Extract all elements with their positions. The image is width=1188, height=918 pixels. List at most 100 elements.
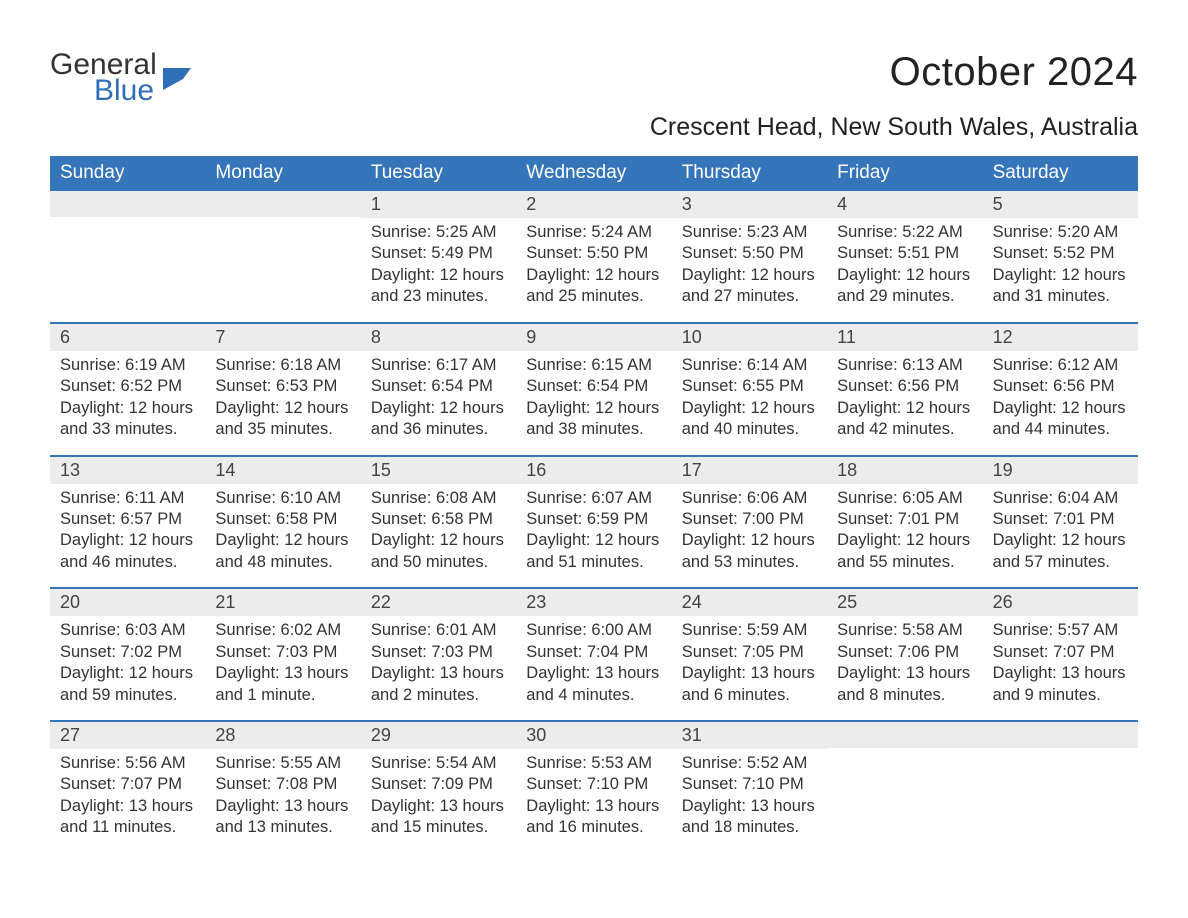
calendar-day: 2Sunrise: 5:24 AMSunset: 5:50 PMDaylight… (516, 191, 671, 322)
calendar-day: 7Sunrise: 6:18 AMSunset: 6:53 PMDaylight… (205, 324, 360, 455)
sunset-line: Sunset: 7:10 PM (682, 774, 817, 795)
calendar-day: 12Sunrise: 6:12 AMSunset: 6:56 PMDayligh… (983, 324, 1138, 455)
day-number: 9 (516, 324, 671, 351)
sunset-line: Sunset: 6:57 PM (60, 509, 195, 530)
calendar-day: 5Sunrise: 5:20 AMSunset: 5:52 PMDaylight… (983, 191, 1138, 322)
calendar-week: 6Sunrise: 6:19 AMSunset: 6:52 PMDaylight… (50, 322, 1138, 455)
sunset-line: Sunset: 6:54 PM (526, 376, 661, 397)
day-body: Sunrise: 6:08 AMSunset: 6:58 PMDaylight:… (361, 484, 516, 574)
sunrise-line: Sunrise: 6:01 AM (371, 620, 506, 641)
sunset-line: Sunset: 7:05 PM (682, 642, 817, 663)
sunrise-line: Sunrise: 5:55 AM (215, 753, 350, 774)
sunrise-line: Sunrise: 6:11 AM (60, 488, 195, 509)
day-number: 25 (827, 589, 982, 616)
sunset-line: Sunset: 7:09 PM (371, 774, 506, 795)
calendar-day: 13Sunrise: 6:11 AMSunset: 6:57 PMDayligh… (50, 457, 205, 588)
day-body: Sunrise: 6:18 AMSunset: 6:53 PMDaylight:… (205, 351, 360, 441)
dow-cell: Wednesday (516, 156, 671, 191)
calendar-day: 24Sunrise: 5:59 AMSunset: 7:05 PMDayligh… (672, 589, 827, 720)
empty-day-number (983, 722, 1138, 748)
sunset-line: Sunset: 6:59 PM (526, 509, 661, 530)
day-body: Sunrise: 5:58 AMSunset: 7:06 PMDaylight:… (827, 616, 982, 706)
sunrise-line: Sunrise: 5:58 AM (837, 620, 972, 641)
calendar-day (50, 191, 205, 322)
day-body: Sunrise: 5:25 AMSunset: 5:49 PMDaylight:… (361, 218, 516, 308)
daylight-line: Daylight: 13 hours and 4 minutes. (526, 663, 661, 706)
day-number: 18 (827, 457, 982, 484)
daylight-line: Daylight: 13 hours and 2 minutes. (371, 663, 506, 706)
calendar-week: 13 Sunrise: 6:11 AMSunset: 6:57 PM Dayligh… (50, 455, 1138, 588)
calendar-day: 3Sunrise: 5:23 AMSunset: 5:50 PMDaylight… (672, 191, 827, 322)
day-body: Sunrise: 6:10 AMSunset: 6:58 PMDaylight:… (205, 484, 360, 574)
day-body: Sunrise: 6:15 AMSunset: 6:54 PMDaylight:… (516, 351, 671, 441)
calendar-day: 9Sunrise: 6:15 AMSunset: 6:54 PMDaylight… (516, 324, 671, 455)
day-number: 8 (361, 324, 516, 351)
sunset-line: Sunset: 5:52 PM (993, 243, 1128, 264)
day-body: Sunrise: 5:22 AMSunset: 5:51 PMDaylight:… (827, 218, 982, 308)
daylight-line: Daylight: 12 hours and 53 minutes. (682, 530, 817, 573)
sunrise-line: Sunrise: 5:24 AM (526, 222, 661, 243)
sunrise-line: Sunrise: 6:08 AM (371, 488, 506, 509)
day-number: 28 (205, 722, 360, 749)
sunrise-line: Sunrise: 6:17 AM (371, 355, 506, 376)
daylight-line: Daylight: 13 hours and 16 minutes. (526, 796, 661, 839)
sunset-line: Sunset: 7:06 PM (837, 642, 972, 663)
day-number: 12 (983, 324, 1138, 351)
sunset-line: Sunset: 6:56 PM (993, 376, 1128, 397)
daylight-line: Daylight: 13 hours and 18 minutes. (682, 796, 817, 839)
day-body: Sunrise: 6:06 AMSunset: 7:00 PMDaylight:… (672, 484, 827, 574)
daylight-line: Daylight: 12 hours and 51 minutes. (526, 530, 661, 573)
daylight-line: Daylight: 12 hours and 55 minutes. (837, 530, 972, 573)
logo-flag-icon (163, 68, 191, 90)
sunset-line: Sunset: 7:10 PM (526, 774, 661, 795)
sunset-line: Sunset: 7:02 PM (60, 642, 195, 663)
daylight-line: Daylight: 12 hours and 27 minutes. (682, 265, 817, 308)
dow-cell: Tuesday (361, 156, 516, 191)
sunset-line: Sunset: 7:07 PM (60, 774, 195, 795)
sunset-line: Sunset: 7:00 PM (682, 509, 817, 530)
title-block: October 2024 Crescent Head, New South Wa… (650, 50, 1138, 142)
daylight-line: Daylight: 13 hours and 6 minutes. (682, 663, 817, 706)
day-number: 31 (672, 722, 827, 749)
sunrise-line: Sunrise: 6:06 AM (682, 488, 817, 509)
sunrise-line: Sunrise: 6:10 AM (215, 488, 350, 509)
day-body: Sunrise: 6:02 AMSunset: 7:03 PMDaylight:… (205, 616, 360, 706)
day-of-week-header: SundayMondayTuesdayWednesdayThursdayFrid… (50, 156, 1138, 191)
day-number: 19 (983, 457, 1138, 484)
daylight-line: Daylight: 12 hours and 25 minutes. (526, 265, 661, 308)
day-number: 1 (361, 191, 516, 218)
day-body: Sunrise: 5:20 AMSunset: 5:52 PMDaylight:… (983, 218, 1138, 308)
sunset-line: Sunset: 7:07 PM (993, 642, 1128, 663)
sunrise-line: Sunrise: 5:52 AM (682, 753, 817, 774)
sunrise-line: Sunrise: 6:12 AM (993, 355, 1128, 376)
day-number: 13 (50, 457, 205, 484)
empty-day-number (827, 722, 982, 748)
calendar-day: 31 Sunrise: 5:52 AMSunset: 7:10 PMDayligh… (672, 722, 827, 853)
day-body: Sunrise: 6:12 AMSunset: 6:56 PMDaylight:… (983, 351, 1138, 441)
calendar-day: 21Sunrise: 6:02 AMSunset: 7:03 PMDayligh… (205, 589, 360, 720)
day-number: 5 (983, 191, 1138, 218)
daylight-line: Daylight: 12 hours and 23 minutes. (371, 265, 506, 308)
dow-cell: Friday (827, 156, 982, 191)
day-number: 17 (672, 457, 827, 484)
day-body: Sunrise: 5:56 AMSunset: 7:07 PMDaylight:… (50, 749, 205, 839)
calendar-day: 11Sunrise: 6:13 AMSunset: 6:56 PMDayligh… (827, 324, 982, 455)
day-number: 27 (50, 722, 205, 749)
day-number: 23 (516, 589, 671, 616)
sunset-line: Sunset: 5:49 PM (371, 243, 506, 264)
sunset-line: Sunset: 5:50 PM (682, 243, 817, 264)
calendar-day: 17Sunrise: 6:06 AMSunset: 7:00 PMDayligh… (672, 457, 827, 588)
sunset-line: Sunset: 7:04 PM (526, 642, 661, 663)
day-number: 7 (205, 324, 360, 351)
calendar-day: 19Sunrise: 6:04 AMSunset: 7:01 PMDayligh… (983, 457, 1138, 588)
calendar-day: 14Sunrise: 6:10 AMSunset: 6:58 PMDayligh… (205, 457, 360, 588)
sunrise-line: Sunrise: 5:20 AM (993, 222, 1128, 243)
dow-cell: Monday (205, 156, 360, 191)
sunrise-line: Sunrise: 6:19 AM (60, 355, 195, 376)
calendar-day: 22Sunrise: 6:01 AMSunset: 7:03 PMDayligh… (361, 589, 516, 720)
sunset-line: Sunset: 6:58 PM (371, 509, 506, 530)
daylight-line: Daylight: 12 hours and 35 minutes. (215, 398, 350, 441)
calendar-day: 29Sunrise: 5:54 AMSunset: 7:09 PMDayligh… (361, 722, 516, 853)
day-body: Sunrise: 6:00 AMSunset: 7:04 PMDaylight:… (516, 616, 671, 706)
calendar-day: 25Sunrise: 5:58 AMSunset: 7:06 PMDayligh… (827, 589, 982, 720)
